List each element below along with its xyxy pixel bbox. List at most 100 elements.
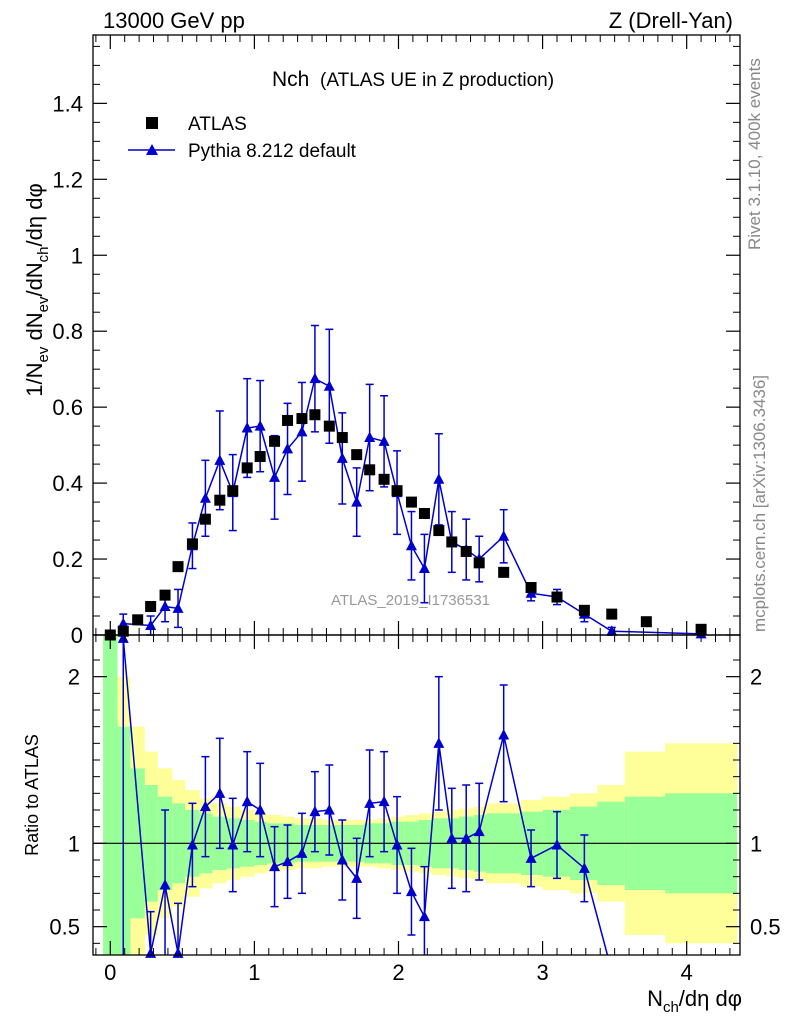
pythia-point bbox=[282, 442, 294, 454]
pythia-point bbox=[296, 425, 308, 437]
ratio-point bbox=[296, 847, 308, 858]
ratio-point bbox=[199, 800, 211, 812]
atlas-point bbox=[132, 614, 144, 626]
ratio-point bbox=[186, 839, 198, 850]
ratio-frame bbox=[92, 634, 741, 956]
x-tick-label: 2 bbox=[392, 960, 404, 985]
ratio-point bbox=[117, 632, 129, 643]
pythia-point bbox=[159, 600, 171, 612]
header-right: Z (Drell-Yan) bbox=[609, 8, 733, 33]
ratio-point bbox=[578, 862, 590, 873]
atlas-point bbox=[418, 507, 430, 519]
atlas-point bbox=[405, 496, 417, 508]
atlas-point bbox=[186, 538, 198, 550]
pythia-point bbox=[254, 420, 266, 431]
atlas-point bbox=[391, 485, 403, 497]
ratio-point bbox=[525, 852, 537, 863]
pythia-point bbox=[336, 452, 348, 463]
ratio-point bbox=[269, 860, 281, 872]
y-tick-label: 0.4 bbox=[52, 471, 83, 496]
pythia-point bbox=[117, 617, 129, 629]
y-tick-label: 0.6 bbox=[52, 395, 83, 420]
ratio-point bbox=[351, 872, 363, 883]
ratio-point bbox=[418, 910, 430, 922]
ratio-point bbox=[241, 795, 253, 807]
atlas-point bbox=[241, 462, 253, 474]
plot-subtitle: (ATLAS UE in Z production) bbox=[320, 70, 554, 91]
pythia-point bbox=[214, 454, 226, 465]
atlas-point bbox=[351, 449, 363, 461]
atlas-point bbox=[606, 608, 618, 620]
atlas-point bbox=[296, 413, 308, 425]
ratio-tick-label-right: 2 bbox=[750, 665, 762, 690]
ratio-point bbox=[323, 804, 335, 815]
y-tick-label: 0.2 bbox=[52, 547, 83, 572]
atlas-point bbox=[378, 473, 390, 485]
ratio-point bbox=[227, 839, 239, 850]
pythia-point bbox=[172, 602, 184, 613]
ratio-point bbox=[391, 839, 403, 850]
x-axis-title: Nch/dη dφ bbox=[647, 986, 742, 1016]
plot-title: Nch bbox=[272, 68, 309, 91]
ratio-tick-label-right: 1 bbox=[750, 831, 762, 856]
legend-pythia-marker bbox=[146, 144, 158, 155]
pythia-point bbox=[418, 562, 430, 574]
atlas-point bbox=[640, 616, 652, 628]
atlas-point bbox=[254, 451, 266, 463]
atlas-point bbox=[159, 589, 171, 601]
atlas-point bbox=[473, 557, 485, 569]
atlas-point bbox=[199, 513, 211, 525]
ratio-tick-label-left: 2 bbox=[68, 665, 80, 690]
atlas-point bbox=[282, 414, 294, 426]
y-tick-label: 1 bbox=[71, 243, 83, 268]
atlas-point bbox=[172, 561, 184, 573]
x-tick-label: 1 bbox=[248, 960, 260, 985]
atlas-point bbox=[364, 464, 376, 476]
ratio-tick-label-left: 0.5 bbox=[49, 915, 80, 940]
axis-ticks: 0 1 2 3 4 0 0.2 0.4 0.6 0.8 1 1.2 1.4 0.5 0.5 1 1 2 2 bbox=[49, 35, 781, 985]
analysis-watermark: ATLAS_2019_I1736531 bbox=[331, 592, 490, 609]
atlas-point bbox=[336, 432, 348, 444]
ratio-axis-title: Ratio to ATLAS bbox=[22, 734, 42, 856]
y-tick-label: 1.4 bbox=[52, 91, 83, 116]
ratio-tick-label-left: 1 bbox=[68, 831, 80, 856]
x-tick-label: 3 bbox=[536, 960, 548, 985]
atlas-point bbox=[214, 494, 226, 506]
atlas-point bbox=[323, 420, 335, 432]
atlas-point bbox=[498, 566, 510, 578]
legend: ATLAS Pythia 8.212 default bbox=[128, 114, 357, 162]
ratio-point bbox=[282, 855, 294, 867]
pythia-point bbox=[145, 619, 157, 631]
pythia-point bbox=[498, 530, 510, 541]
pythia-point bbox=[199, 492, 211, 503]
pythia-point bbox=[269, 471, 281, 482]
ratio-point bbox=[460, 832, 472, 843]
ratio-point bbox=[336, 854, 348, 865]
atlas-point bbox=[551, 591, 563, 603]
pythia-point bbox=[241, 422, 253, 433]
atlas-point bbox=[578, 604, 590, 616]
pythia-point bbox=[405, 539, 417, 551]
ratio-band-inner bbox=[103, 635, 118, 955]
pythia-point bbox=[378, 435, 390, 446]
ratio-point bbox=[405, 885, 417, 897]
rivet-label: Rivet 3.1.10, 400k events bbox=[745, 58, 764, 250]
ratio-point bbox=[254, 804, 266, 815]
ratio-point bbox=[378, 795, 390, 807]
ratio-point bbox=[309, 805, 321, 817]
pythia-point bbox=[323, 380, 335, 391]
ratio-point bbox=[551, 839, 563, 850]
atlas-point bbox=[433, 525, 445, 537]
atlas-point bbox=[446, 536, 458, 548]
y-tick-label: 0 bbox=[71, 623, 83, 648]
y-tick-label: 1.2 bbox=[52, 167, 83, 192]
pythia-point bbox=[364, 431, 376, 443]
legend-atlas-label: ATLAS bbox=[188, 114, 247, 135]
y-tick-label: 0.8 bbox=[52, 319, 83, 344]
atlas-point bbox=[460, 545, 472, 557]
ratio-point bbox=[433, 737, 445, 748]
pythia-point bbox=[309, 372, 321, 384]
header-left: 13000 GeV pp bbox=[103, 8, 245, 33]
ratio-point bbox=[473, 825, 485, 837]
